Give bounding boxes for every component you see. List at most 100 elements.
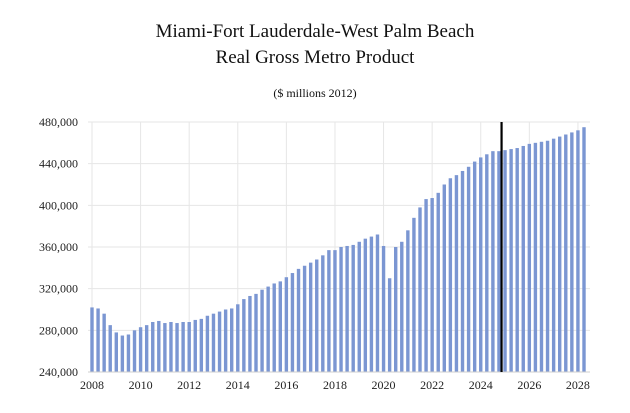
bar	[144, 325, 149, 373]
x-tick-label: 2028	[566, 378, 590, 392]
bar	[497, 151, 501, 372]
x-tick-label: 2024	[469, 378, 493, 392]
bar	[460, 170, 465, 372]
bar	[108, 325, 112, 373]
bar	[223, 309, 228, 372]
bar	[181, 322, 185, 372]
bar	[333, 250, 337, 373]
bar	[302, 265, 307, 372]
bar	[138, 327, 143, 372]
bar	[448, 178, 453, 372]
bar	[533, 142, 538, 372]
bar	[424, 199, 428, 372]
y-tick-label: 320,000	[39, 282, 78, 296]
bar	[284, 277, 289, 372]
bar	[545, 140, 550, 372]
x-tick-label: 2012	[177, 378, 201, 392]
bar	[132, 330, 137, 372]
chart-title-line1: Miami-Fort Lauderdale-West Palm Beach	[155, 21, 475, 42]
bar	[454, 175, 459, 373]
bar	[163, 323, 167, 372]
bar	[175, 323, 179, 372]
bar	[199, 318, 204, 373]
chart-subtitle: ($ millions 2012)	[273, 86, 357, 100]
bar	[442, 184, 446, 372]
bar	[339, 247, 343, 372]
x-tick-label: 2008	[80, 378, 104, 392]
bar	[217, 311, 222, 372]
bar	[308, 262, 313, 373]
bar	[345, 245, 349, 372]
bar	[394, 247, 398, 372]
x-tick-label: 2020	[372, 378, 396, 392]
bar	[236, 304, 240, 372]
y-tick-label: 400,000	[39, 198, 78, 212]
bar	[102, 313, 106, 372]
x-tick-label: 2010	[129, 378, 153, 392]
bar	[509, 149, 513, 372]
bar	[126, 334, 131, 372]
bar	[290, 273, 295, 372]
bar	[193, 319, 197, 372]
bar	[120, 335, 125, 372]
bar	[400, 241, 404, 372]
bar	[503, 150, 507, 373]
y-tick-label: 440,000	[39, 157, 78, 171]
x-axis: 2008 2010 2012 2014 2016 2018 2020 2022 2024 2026…	[80, 371, 590, 392]
bar	[187, 322, 191, 372]
x-tick-label: 2018	[323, 378, 347, 392]
bar	[351, 244, 355, 372]
bar	[466, 166, 471, 372]
bar	[521, 145, 525, 372]
bar	[558, 136, 562, 372]
bar	[327, 250, 331, 373]
bar	[381, 245, 386, 372]
bar	[278, 281, 282, 373]
bar	[570, 132, 574, 372]
bar	[90, 307, 94, 372]
x-tick-label: 2016	[274, 378, 298, 392]
bar	[260, 289, 264, 372]
y-tick-label: 240,000	[39, 365, 78, 379]
bar	[375, 234, 380, 372]
bar	[576, 130, 580, 372]
bar	[248, 295, 252, 372]
bar	[539, 141, 544, 372]
bar	[254, 293, 258, 373]
bar	[406, 230, 410, 372]
bar	[296, 268, 301, 373]
bar	[169, 322, 173, 372]
bar	[157, 320, 161, 372]
bar	[485, 154, 489, 372]
bar	[564, 134, 568, 372]
bar	[412, 217, 416, 372]
y-tick-label: 360,000	[39, 240, 78, 254]
y-axis: 240,000 280,000 320,000 360,000 400,000 440,0…	[39, 115, 78, 379]
bar	[321, 255, 325, 372]
chart-title-line2: Real Gross Metro Product	[215, 47, 415, 68]
bar	[387, 278, 392, 372]
bar	[430, 198, 434, 372]
bar	[242, 299, 246, 372]
bar	[151, 322, 155, 372]
bar	[479, 157, 483, 372]
bar	[551, 138, 556, 372]
bar	[230, 308, 234, 372]
bar	[527, 143, 532, 373]
bar	[582, 127, 586, 373]
y-tick-label: 480,000	[39, 115, 78, 129]
bar	[357, 241, 361, 372]
bar	[211, 313, 216, 372]
y-tick-label: 280,000	[39, 323, 78, 337]
bar	[96, 308, 100, 372]
bar	[114, 332, 118, 372]
x-tick-label: 2026	[517, 378, 541, 392]
bar	[491, 151, 495, 372]
bar	[436, 192, 440, 372]
bar	[515, 148, 519, 372]
bar	[472, 161, 477, 372]
bar	[315, 259, 319, 372]
x-tick-label: 2014	[226, 378, 250, 392]
x-tick-label: 2022	[420, 378, 444, 392]
